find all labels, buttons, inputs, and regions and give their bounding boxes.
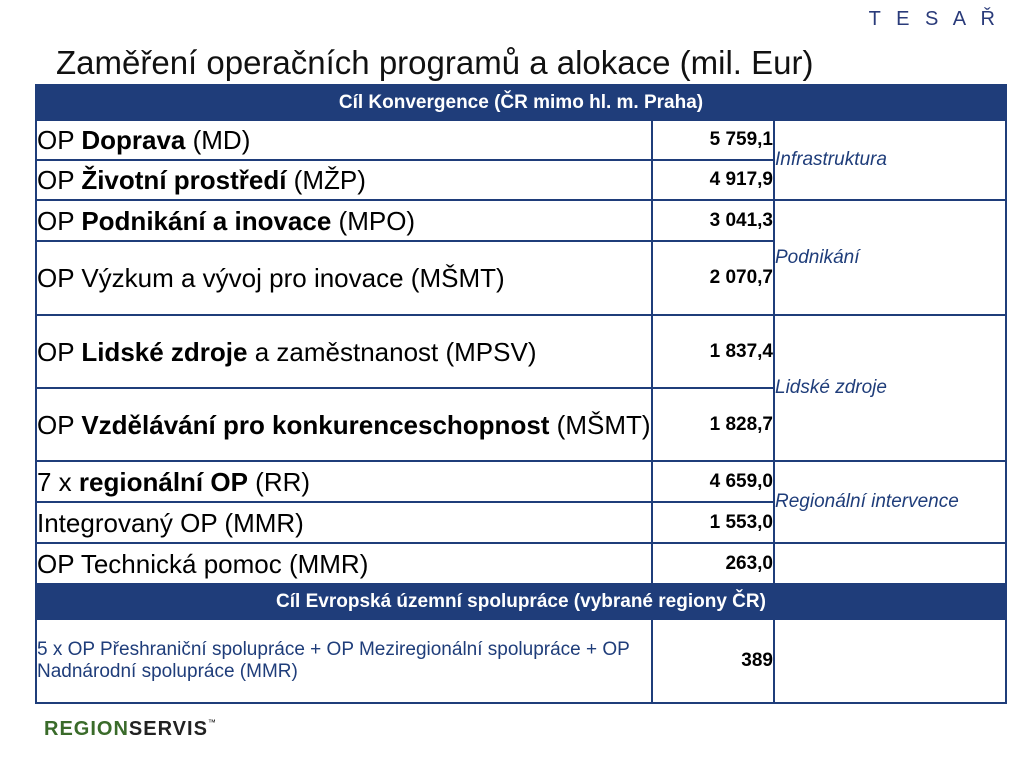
program-name: OP Lidské zdroje a zaměstnanost (MPSV) <box>35 314 653 389</box>
section-header-european: Cíl Evropská územní spolupráce (vybrané … <box>34 583 1008 620</box>
allocation-value: 2 070,7 <box>651 240 775 316</box>
allocation-value: 263,0 <box>651 542 775 585</box>
table-row: 7 x regionální OP (RR) 4 659,0 Regionáln… <box>35 460 1008 544</box>
table-row: OP Podnikání a inovace (MPO) 3 041,3 Pod… <box>35 199 1008 316</box>
program-name: OP Výzkum a vývoj pro inovace (MŠMT) <box>35 240 653 316</box>
page-title: Zaměření operačních programů a alokace (… <box>56 44 814 81</box>
empty-cell <box>772 618 1008 704</box>
category-infrastructure: Infrastruktura <box>772 119 1008 201</box>
program-name: OP Vzdělávání pro konkurenceschopnost (M… <box>35 387 653 462</box>
program-name: OP Životní prostředí (MŽP) <box>35 159 653 201</box>
program-name: 7 x regionální OP (RR) <box>35 460 653 503</box>
program-name: OP Doprava (MD) <box>35 119 653 161</box>
regionservis-logo: REGIONSERVIS™ <box>44 718 217 740</box>
program-name: OP Technická pomoc (MMR) <box>35 542 653 585</box>
section-header-convergence: Cíl Konvergence (ČR mimo hl. m. Praha) <box>34 84 1008 121</box>
allocation-value: 1 837,4 <box>651 314 775 389</box>
allocation-value: 4 659,0 <box>651 460 775 503</box>
category-business: Podnikání <box>772 199 1008 316</box>
table-row: OP Životní prostředí (MŽP) 4 917,9 <box>35 159 1006 201</box>
category-regional: Regionální intervence <box>772 460 1008 544</box>
table-row: OP Vzdělávání pro konkurenceschopnost (M… <box>35 387 1006 462</box>
allocation-value: 3 041,3 <box>651 199 775 242</box>
allocation-table: Cíl Konvergence (ČR mimo hl. m. Praha) O… <box>34 84 1008 704</box>
cooperation-programs: 5 x OP Přeshraniční spolupráce + OP Mezi… <box>35 618 653 704</box>
program-name: Integrovaný OP (MMR) <box>35 501 653 544</box>
section-title: Cíl Konvergence (ČR mimo hl. m. Praha) <box>34 84 1008 121</box>
table-row: 5 x OP Přeshraniční spolupráce + OP Mezi… <box>35 618 1008 704</box>
allocation-value: 5 759,1 <box>651 119 775 161</box>
allocation-value: 1 553,0 <box>651 501 775 544</box>
program-name: OP Podnikání a inovace (MPO) <box>35 199 653 242</box>
empty-cell <box>772 542 1008 585</box>
table-row: OP Doprava (MD) 5 759,1 Infrastruktura <box>35 119 1008 201</box>
allocation-value: 1 828,7 <box>651 387 775 462</box>
table-row: OP Výzkum a vývoj pro inovace (MŠMT) 2 0… <box>35 240 1006 316</box>
allocation-value: 4 917,9 <box>651 159 775 201</box>
table-row: OP Technická pomoc (MMR) 263,0 <box>35 542 1008 585</box>
table-row: Integrovaný OP (MMR) 1 553,0 <box>35 501 1006 544</box>
category-human-resources: Lidské zdroje <box>772 314 1008 462</box>
allocation-value: 389 <box>651 618 775 704</box>
brand-text: T E S A Ř <box>868 8 1000 30</box>
table-row: OP Lidské zdroje a zaměstnanost (MPSV) 1… <box>35 314 1008 462</box>
section-title: Cíl Evropská územní spolupráce (vybrané … <box>34 583 1008 620</box>
